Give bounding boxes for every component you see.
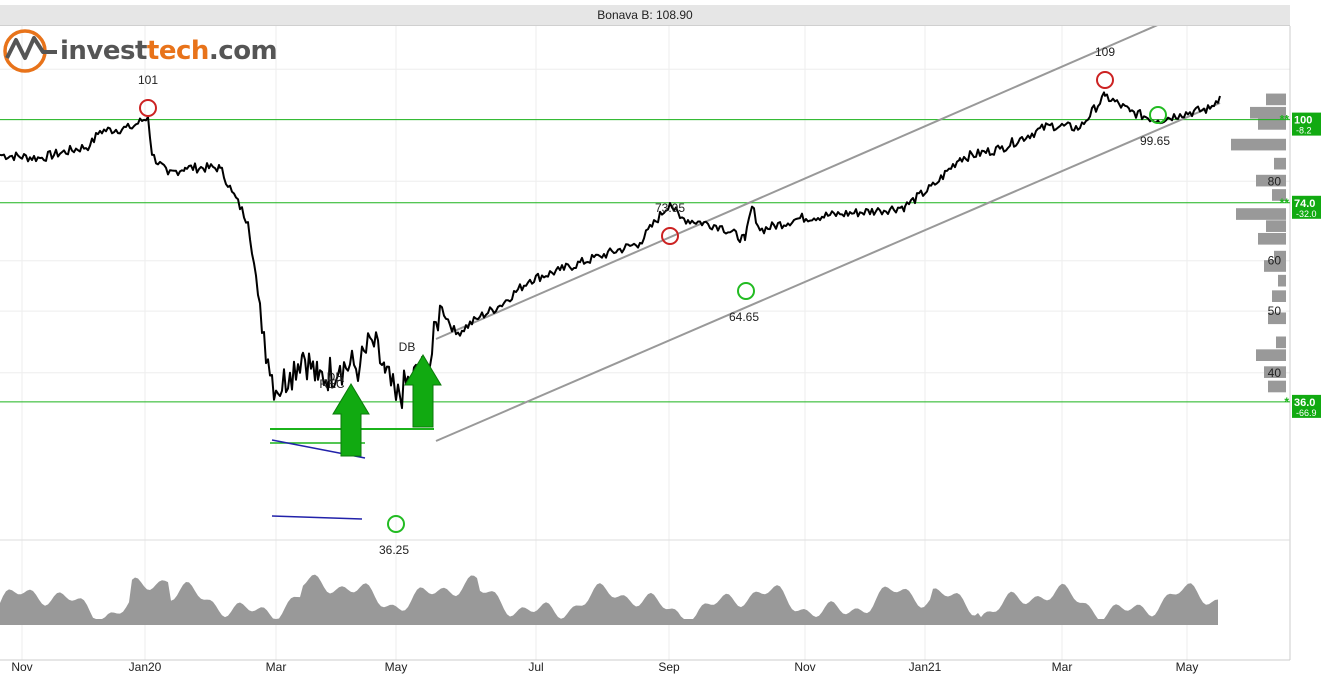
profile-bar-3 — [1250, 106, 1286, 119]
y-tick-0: 40 — [1268, 366, 1282, 380]
x-tick-4: Jul — [528, 660, 543, 674]
pattern-bottom-line — [271, 515, 363, 520]
sr-stars-1: ** — [1280, 196, 1290, 210]
x-tick-3: May — [385, 660, 408, 674]
sr-label-1: 74.0 — [1294, 198, 1315, 210]
turning-point-markers: 101 73.95 109 36.25 64.65 99.65 — [138, 45, 1170, 557]
x-tick-7: Jan21 — [909, 660, 942, 674]
profile-bar-13 — [1256, 349, 1286, 361]
volume-profile — [1231, 93, 1286, 393]
profile-bar-1 — [1231, 138, 1286, 151]
x-tick-9: May — [1176, 660, 1199, 674]
profile-bar-4 — [1266, 93, 1286, 106]
marker-label-4: 64.65 — [729, 310, 759, 324]
marker-label-3: 36.25 — [379, 543, 409, 557]
marker-label-0: 101 — [138, 73, 158, 87]
x-tick-6: Nov — [794, 660, 815, 674]
y-tick-3: 80 — [1268, 174, 1282, 188]
x-axis: Nov Jan20 Mar May Jul Sep Nov Jan21 Mar May — [11, 660, 1198, 674]
sr-label-bg-1 — [1292, 195, 1321, 219]
profile-bar-12 — [1276, 336, 1286, 349]
investtech-logo: investtech.com — [2, 28, 278, 74]
signal-label-2: DB — [399, 340, 416, 354]
sr-label-bg-2 — [1292, 394, 1321, 418]
sr-pct-2: -66.9 — [1296, 408, 1317, 418]
profile-bar-5 — [1274, 157, 1286, 170]
y-axis: 40 50 60 80 — [1268, 174, 1282, 380]
x-tick-8: Mar — [1052, 660, 1073, 674]
channel-lower — [435, 102, 1221, 442]
profile-bar-11 — [1268, 312, 1286, 325]
profile-bar-8 — [1258, 232, 1286, 245]
buy-arrow-2 — [404, 354, 442, 428]
profile-bar-6 — [1272, 189, 1286, 201]
sr-label-0: 100 — [1294, 115, 1312, 127]
price-series — [0, 91, 1221, 410]
marker-circle-0 — [139, 99, 157, 117]
sr-pct-1: -32.0 — [1296, 209, 1317, 219]
marker-circle-4 — [737, 282, 755, 300]
trend-channel — [435, 23, 1221, 442]
sr-label-bg-0 — [1292, 112, 1321, 136]
y-tick-2: 60 — [1268, 254, 1282, 268]
marker-label-1: 73.95 — [655, 201, 685, 215]
support-resistance-lines: ** 100-8.2 ** 74.0-32.0 * 36.0-66.9 — [0, 112, 1321, 418]
marker-circle-3 — [387, 515, 405, 533]
volume-area — [0, 574, 1218, 625]
sr-label-2: 36.0 — [1294, 397, 1315, 409]
grid-lines — [0, 26, 1291, 661]
logo-icon — [3, 29, 57, 73]
marker-circle-5 — [1149, 106, 1167, 124]
profile-bar-2 — [1258, 118, 1286, 130]
marker-circle-1 — [661, 227, 679, 245]
price-line — [0, 91, 1221, 410]
channel-upper — [435, 23, 1161, 340]
marker-label-2: 109 — [1095, 45, 1115, 59]
x-tick-1: Jan20 — [129, 660, 162, 674]
sr-pct-0: -8.2 — [1296, 126, 1312, 136]
profile-bar-0 — [1256, 174, 1286, 187]
buy-arrow-1 — [332, 383, 370, 457]
x-tick-5: Sep — [658, 660, 680, 674]
profile-bar-17 — [1274, 250, 1286, 263]
x-tick-2: Mar — [266, 660, 287, 674]
x-tick-0: Nov — [11, 660, 32, 674]
signal-label-0: REC — [319, 377, 345, 391]
profile-bar-18 — [1266, 220, 1286, 232]
logo-text: investtech.com — [60, 36, 278, 66]
profile-bar-16 — [1278, 274, 1286, 287]
profile-bar-15 — [1268, 380, 1286, 393]
profile-bar-10 — [1272, 290, 1286, 302]
chart-title: Bonava B: 108.90 — [0, 5, 1290, 26]
marker-label-5: 99.65 — [1140, 134, 1170, 148]
sr-stars-2: * — [1284, 395, 1289, 409]
signal-label-1: DB — [327, 370, 344, 384]
volume-shape — [0, 574, 1218, 625]
profile-bar-14 — [1264, 366, 1286, 378]
profile-bar-7 — [1236, 208, 1286, 220]
profile-bar-9 — [1264, 260, 1286, 272]
marker-circle-2 — [1096, 71, 1114, 89]
sr-stars-0: ** — [1280, 113, 1290, 127]
y-tick-1: 50 — [1268, 304, 1282, 318]
